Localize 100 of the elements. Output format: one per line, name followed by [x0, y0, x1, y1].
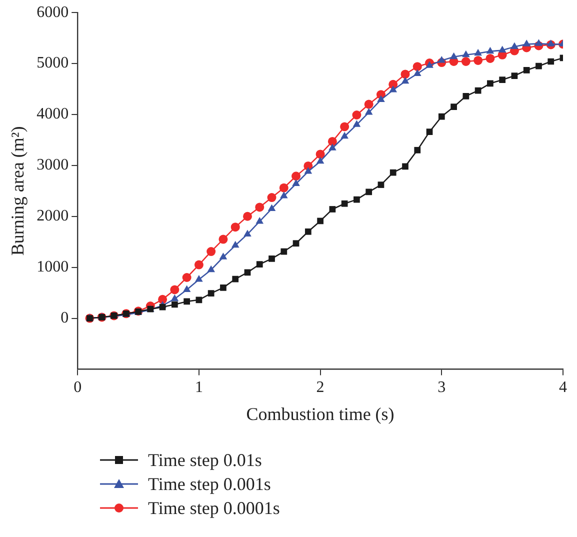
legend-label: Time step 0.001s — [148, 473, 271, 496]
x-tick-label: 4 — [559, 379, 567, 396]
point — [548, 58, 554, 65]
point — [184, 298, 190, 305]
x-tick-label: 2 — [316, 379, 324, 396]
point — [534, 39, 543, 46]
point — [364, 100, 374, 109]
point — [400, 70, 410, 79]
point — [158, 294, 168, 304]
point — [536, 62, 542, 70]
point — [426, 61, 434, 68]
point — [364, 108, 373, 115]
x-axis-title: Combustion time (s) — [246, 404, 394, 424]
point — [280, 248, 288, 255]
point — [279, 183, 288, 192]
y-tick-label: 4000 — [36, 106, 69, 123]
point — [220, 284, 226, 291]
point — [378, 182, 384, 188]
point — [438, 56, 446, 63]
point — [244, 269, 251, 276]
point — [546, 40, 555, 46]
point — [280, 191, 288, 198]
point — [402, 163, 408, 170]
point — [196, 296, 202, 304]
point — [522, 40, 530, 46]
point — [231, 240, 240, 248]
point — [329, 206, 336, 212]
point — [499, 76, 506, 84]
point — [194, 260, 204, 270]
y-tick-label: 6000 — [36, 4, 69, 21]
point — [268, 255, 275, 262]
x-tick-label: 1 — [194, 379, 203, 396]
point — [474, 48, 482, 56]
point — [182, 285, 191, 292]
point — [195, 275, 203, 282]
point — [352, 110, 362, 120]
point — [401, 76, 410, 84]
y-axis-title: Burning area (m²) — [8, 126, 28, 256]
point — [267, 193, 276, 202]
point — [328, 136, 337, 146]
point — [316, 156, 324, 164]
point — [316, 150, 325, 159]
point — [414, 146, 421, 154]
y-tick-label: 2000 — [36, 208, 69, 225]
point — [450, 104, 457, 110]
point — [510, 42, 518, 49]
point — [170, 294, 179, 302]
y-tick-label: 3000 — [36, 156, 69, 174]
point — [255, 202, 264, 212]
point — [182, 273, 192, 282]
point — [268, 204, 276, 211]
point — [352, 120, 361, 127]
point — [498, 46, 506, 53]
point — [230, 222, 240, 232]
point — [487, 80, 494, 87]
point — [292, 172, 301, 181]
point — [486, 54, 495, 63]
point — [219, 252, 228, 260]
point — [412, 62, 422, 72]
point — [218, 234, 228, 244]
point — [390, 169, 396, 176]
point — [256, 261, 263, 268]
point — [462, 50, 470, 58]
point — [292, 179, 300, 186]
point — [438, 113, 445, 120]
point — [172, 301, 178, 308]
point — [304, 167, 312, 174]
legend-label: Time step 0.01s — [148, 449, 262, 472]
point — [523, 66, 530, 74]
point — [389, 86, 398, 92]
y-tick-label: 1000 — [36, 258, 69, 276]
point — [366, 188, 372, 196]
point — [232, 276, 239, 282]
point — [354, 196, 360, 203]
point — [341, 200, 348, 207]
point — [486, 46, 494, 54]
point — [206, 247, 216, 256]
y-tick-label: 5000 — [36, 54, 69, 72]
point — [340, 132, 348, 139]
x-tick-label: 3 — [438, 379, 446, 396]
point — [413, 69, 422, 76]
point — [474, 56, 483, 65]
x-tick-label: 0 — [74, 379, 82, 396]
point — [340, 122, 350, 132]
point — [450, 52, 458, 60]
point — [462, 92, 470, 100]
point — [170, 285, 180, 294]
point — [256, 216, 264, 224]
point — [244, 230, 252, 236]
point — [511, 72, 518, 79]
legend-label: Time step 0.0001s — [148, 497, 280, 520]
point — [292, 240, 300, 247]
point — [304, 228, 312, 235]
point — [461, 57, 470, 66]
point — [328, 144, 336, 150]
point — [317, 218, 324, 224]
y-tick-label: 0 — [60, 309, 69, 326]
point — [242, 212, 252, 221]
point — [208, 290, 214, 296]
point — [426, 128, 433, 135]
